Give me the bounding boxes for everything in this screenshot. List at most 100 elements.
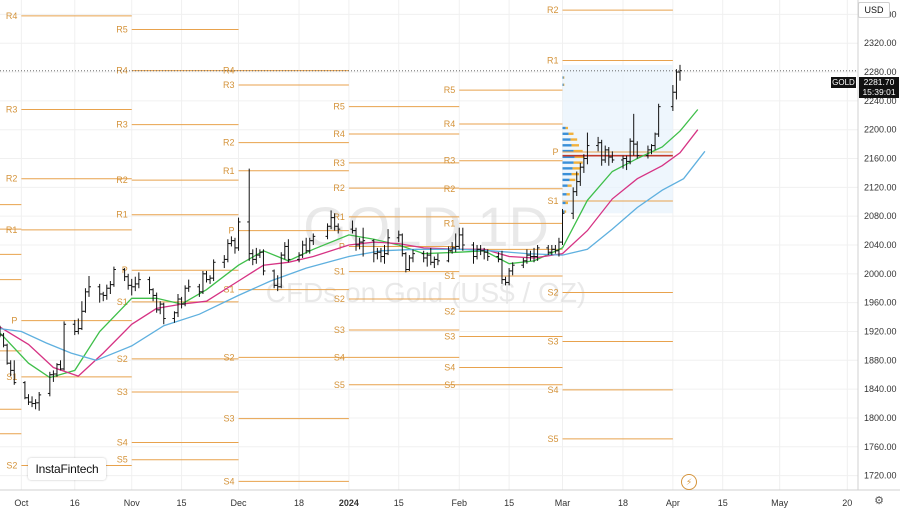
- candle: [485, 249, 490, 261]
- candle: [222, 255, 227, 269]
- candle: [510, 262, 515, 276]
- volume-bar-up: [562, 210, 565, 213]
- volume-bar-down: [563, 83, 565, 86]
- volume-bar-up: [562, 138, 571, 141]
- candle: [204, 270, 209, 283]
- pivot-label: S3: [117, 387, 128, 397]
- moving-average-line: [0, 150, 706, 361]
- candle: [101, 291, 106, 302]
- time-tick-label: 2024: [339, 498, 359, 508]
- pivot-label: R2: [444, 184, 456, 194]
- pivot-label: R4: [333, 129, 345, 139]
- candle: [62, 321, 67, 371]
- pivot-label: R4: [116, 66, 128, 76]
- price-tick-label: 1920.00: [864, 326, 897, 336]
- candle: [104, 284, 109, 300]
- volume-bar-down: [567, 184, 572, 187]
- candle: [656, 103, 661, 137]
- time-axis[interactable]: Oct 16 Nov 15 Dec 18 2024 15 Feb 15 Mar 18 Apr 15 May 2…: [0, 489, 900, 508]
- candle: [635, 141, 640, 159]
- pivot-label: S1: [334, 267, 345, 277]
- pivot-label: S4: [444, 363, 455, 373]
- price-tick-label: 1880.00: [864, 355, 897, 365]
- pivot-label: S1: [6, 372, 17, 382]
- pivot-label: R4: [444, 119, 456, 129]
- time-tick-label: Apr: [666, 498, 680, 508]
- pivot-label: S2: [117, 354, 128, 364]
- price-tick-label: 1840.00: [864, 384, 897, 394]
- pivot-label: S4: [334, 352, 345, 362]
- time-tick-label: 18: [294, 498, 304, 508]
- pivot-label: R5: [333, 102, 345, 112]
- candle: [211, 259, 216, 282]
- price-tick-label: 1760.00: [864, 442, 897, 452]
- candle: [161, 302, 166, 325]
- volume-bar-down: [571, 172, 580, 176]
- pivot-label: R3: [444, 156, 456, 166]
- candle: [261, 249, 266, 276]
- volume-bar-down: [565, 201, 569, 205]
- candle: [26, 394, 31, 405]
- volume-bar-down: [564, 210, 567, 213]
- candle: [674, 69, 679, 100]
- candles: [0, 64, 682, 411]
- volume-bar-down: [569, 178, 576, 182]
- volume-bar-up: [562, 193, 567, 196]
- gear-icon[interactable]: ⚙: [874, 494, 884, 507]
- bar-countdown: 15:39:01: [862, 87, 896, 97]
- candle: [435, 253, 440, 266]
- candle: [97, 283, 102, 303]
- time-tick-label: 18: [618, 498, 628, 508]
- pivot-label: S2: [224, 352, 235, 362]
- candle: [521, 257, 526, 269]
- price-tick-label: 2000.00: [864, 269, 897, 279]
- pivot-label: P: [552, 147, 558, 157]
- price-tick-label: 1960.00: [864, 298, 897, 308]
- candle: [133, 276, 138, 292]
- candle: [1, 332, 6, 348]
- pivot-label: S3: [444, 332, 455, 342]
- volume-bar-down: [574, 155, 585, 159]
- candle: [432, 256, 437, 269]
- candle: [87, 275, 92, 297]
- pivot-label: S4: [117, 437, 128, 447]
- pivot-label: S5: [444, 380, 455, 390]
- pivot-label: R5: [444, 85, 456, 95]
- last-price-value: 2281.70: [863, 77, 895, 87]
- candle: [585, 132, 590, 165]
- volume-bar-up: [562, 161, 574, 164]
- currency-button[interactable]: USD: [858, 2, 890, 18]
- candle: [460, 227, 465, 251]
- moving-average-line: [0, 129, 699, 377]
- pivot-label: R1: [223, 166, 235, 176]
- pivot-label: S4: [547, 385, 558, 395]
- price-axis[interactable]: 1720.00 1760.00 1800.00 1840.00 1880.00 1920.…: [857, 0, 897, 490]
- brand-logo: InstaFintech: [28, 458, 106, 480]
- candle: [136, 272, 141, 289]
- candle: [186, 279, 191, 292]
- lightning-icon[interactable]: ⚡: [681, 474, 697, 490]
- volume-bar-up: [562, 201, 566, 205]
- moving-average-line: [0, 109, 699, 379]
- symbol-tag: GOLD: [831, 77, 856, 88]
- volume-bar-up: [562, 184, 568, 187]
- time-tick-label: Oct: [14, 498, 29, 508]
- candle: [232, 237, 237, 254]
- pivot-label: P: [339, 241, 345, 251]
- price-tick-label: 2120.00: [864, 182, 897, 192]
- candle: [47, 371, 52, 397]
- pivot-label: S1: [547, 196, 558, 206]
- volume-bar-up: [562, 155, 575, 159]
- watermark: GOLD 1D CFDs on Gold (US$ / OZ): [266, 195, 587, 308]
- candle: [72, 319, 77, 336]
- candle: [336, 223, 341, 234]
- pivot-label: R4: [6, 11, 18, 21]
- pivot-label: P: [229, 226, 235, 236]
- candle: [5, 343, 10, 365]
- candle: [37, 392, 42, 411]
- candle: [12, 360, 17, 385]
- price-tick-label: 2040.00: [864, 240, 897, 250]
- last-price-tag: 2281.70 15:39:01: [859, 77, 899, 98]
- volume-bar-up: [562, 172, 572, 176]
